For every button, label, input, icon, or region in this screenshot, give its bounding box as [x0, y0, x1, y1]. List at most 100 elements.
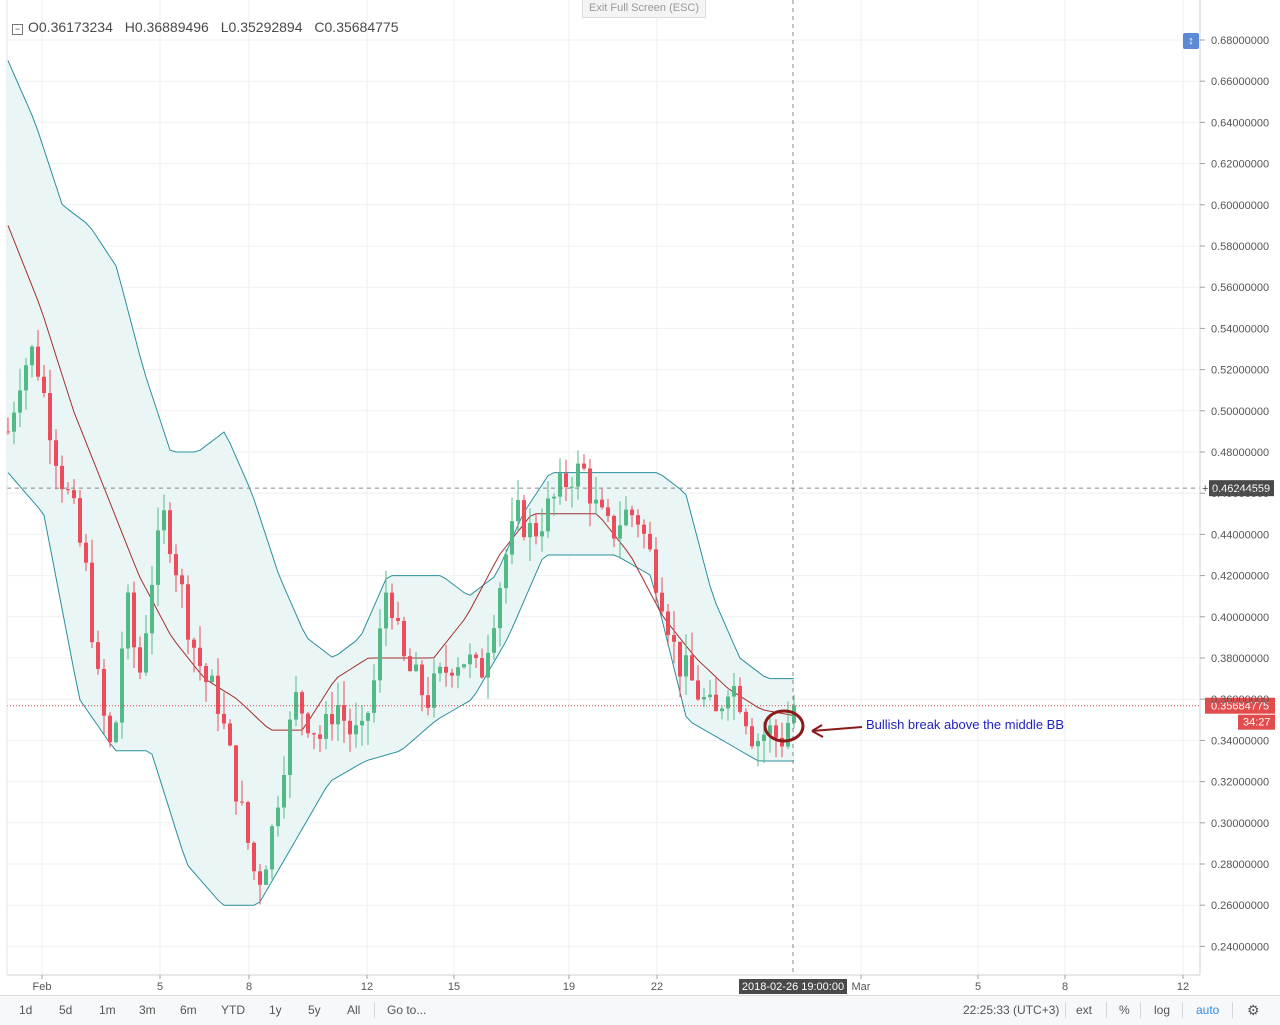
candle-body [720, 708, 724, 712]
candle-body [768, 725, 772, 735]
x-tick-label: 5 [975, 981, 981, 993]
candle-body [660, 592, 664, 612]
candle-body [678, 641, 682, 677]
range-1y-button[interactable]: 1y [269, 1003, 282, 1017]
scale-settings-icon[interactable]: ↕ [1183, 33, 1199, 49]
candle-body [516, 500, 520, 522]
candle-body [300, 692, 304, 714]
range-5y-button[interactable]: 5y [308, 1003, 321, 1017]
candle-body [252, 842, 256, 872]
open-value: 0.36173234 [38, 19, 113, 35]
candle-body [612, 515, 616, 539]
collapse-icon[interactable]: − [12, 24, 23, 35]
candle-body [264, 869, 268, 885]
candle-body [726, 696, 730, 709]
extended-hours-toggle[interactable]: ext [1076, 1003, 1093, 1017]
candle-body [588, 468, 592, 504]
y-tick-label: 0.26000000 [1211, 900, 1269, 912]
range-3m-button[interactable]: 3m [139, 1003, 156, 1017]
candle-body [78, 498, 82, 543]
candle-body [636, 515, 640, 525]
candle-body [132, 592, 136, 648]
candle-body [444, 666, 448, 673]
y-tick-label: 0.36000000 [1211, 694, 1269, 706]
countdown-box [1238, 714, 1275, 730]
clock-readout: 22:25:33 (UTC+3) [963, 1003, 1060, 1017]
x-tick-label: Mar [852, 981, 871, 993]
crosshair-time-box [739, 979, 847, 994]
candle-body [576, 463, 580, 487]
candle-body [744, 711, 748, 727]
toolbar-divider [1065, 1002, 1066, 1018]
candle-body [756, 741, 760, 747]
range-all-button[interactable]: All [347, 1003, 361, 1017]
exit-fullscreen-button[interactable]: Exit Full Screen (ESC) [582, 0, 706, 18]
range-6m-button[interactable]: 6m [180, 1003, 197, 1017]
range-5d-button[interactable]: 5d [59, 1003, 73, 1017]
y-tick-label: 0.52000000 [1211, 365, 1269, 377]
open-label: O [28, 19, 39, 35]
y-tick-label: 0.42000000 [1211, 571, 1269, 583]
candle-body [750, 726, 754, 747]
candle-body [156, 530, 160, 585]
candle-body [114, 722, 118, 743]
candle-body [12, 412, 16, 432]
candle-body [684, 655, 688, 677]
range-1d-button[interactable]: 1d [19, 1003, 33, 1017]
close-value: 0.35684775 [324, 19, 399, 35]
x-tick-label: Feb [33, 981, 52, 993]
y-tick-label: 0.48000000 [1211, 447, 1269, 459]
candle-body [234, 745, 238, 802]
candle-body [180, 575, 184, 585]
candle-body [72, 490, 76, 499]
candle-body [396, 618, 400, 621]
range-1m-button[interactable]: 1m [99, 1003, 116, 1017]
candle-body [642, 524, 646, 534]
candle-body [654, 549, 658, 593]
y-tick-label: 0.66000000 [1211, 76, 1269, 88]
candle-body [54, 440, 58, 466]
candle-body [306, 713, 310, 734]
gear-icon[interactable]: ⚙ [1247, 1002, 1260, 1018]
candle-body [198, 647, 202, 667]
candle-body [210, 675, 214, 683]
y-tick-label: 0.32000000 [1211, 777, 1269, 789]
candle-body [402, 620, 406, 657]
candle-body [336, 705, 340, 725]
candle-body [204, 666, 208, 683]
candle-body [348, 720, 352, 735]
x-tick-label: 19 [563, 981, 575, 993]
candle-body [492, 628, 496, 653]
candle-body [498, 588, 502, 629]
y-tick-label: 0.68000000 [1211, 35, 1269, 47]
high-value: 0.36889496 [134, 19, 209, 35]
y-tick-label: 0.60000000 [1211, 200, 1269, 212]
candle-body [414, 664, 418, 672]
goto-date-button[interactable]: Go to... [387, 1003, 427, 1017]
toolbar-divider [1182, 1002, 1183, 1018]
range-ytd-button[interactable]: YTD [221, 1003, 245, 1017]
x-tick-label: 8 [246, 981, 252, 993]
y-tick-label: 0.54000000 [1211, 323, 1269, 335]
y-tick-label: 0.24000000 [1211, 941, 1269, 953]
candle-body [474, 654, 478, 659]
toolbar-divider [374, 1002, 375, 1018]
candle-body [138, 647, 142, 673]
bollinger-middle-band [7, 225, 795, 731]
candle-body [318, 734, 322, 739]
annotation-text: Bullish break above the middle BB [866, 717, 1064, 732]
last-price-box [1205, 697, 1275, 714]
candle-body [42, 376, 46, 393]
candle-body [558, 473, 562, 497]
log-scale-toggle[interactable]: log [1154, 1003, 1171, 1017]
candle-body [120, 648, 124, 723]
auto-scale-toggle[interactable]: auto [1196, 1003, 1220, 1017]
y-tick-label: 0.62000000 [1211, 159, 1269, 171]
y-tick-label: 0.44000000 [1211, 529, 1269, 541]
y-tick-label: 0.30000000 [1211, 818, 1269, 830]
percent-scale-toggle[interactable]: % [1119, 1003, 1130, 1017]
candle-body [108, 715, 112, 743]
crosshair-plus-icon: + [1202, 483, 1208, 495]
candle-body [270, 826, 274, 870]
